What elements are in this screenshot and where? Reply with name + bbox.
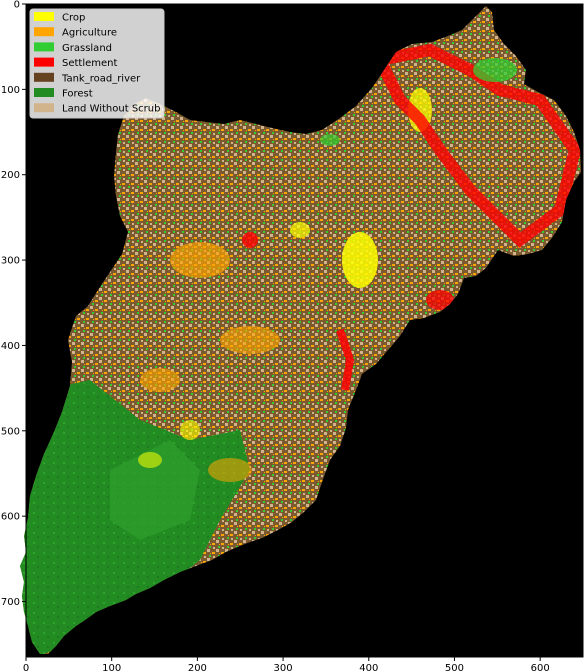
legend-label: Agriculture bbox=[62, 28, 117, 39]
x-tick-label: 400 bbox=[359, 663, 378, 671]
legend-label: Land Without Scrub bbox=[62, 104, 160, 115]
y-tick-label: 300 bbox=[1, 256, 20, 267]
legend-swatch bbox=[34, 72, 54, 82]
x-tick-label: 500 bbox=[445, 663, 464, 671]
legend-label: Crop bbox=[62, 13, 85, 24]
legend-label: Tank_road_river bbox=[61, 73, 141, 84]
legend-box bbox=[29, 8, 165, 119]
y-tick-label: 400 bbox=[1, 341, 20, 352]
plot-frame bbox=[25, 3, 584, 658]
x-tick-label: 300 bbox=[274, 663, 293, 671]
y-tick-label: 500 bbox=[1, 426, 20, 437]
legend-swatch bbox=[34, 12, 54, 21]
legend-swatch bbox=[34, 42, 54, 52]
y-tick-label: 600 bbox=[1, 512, 20, 523]
y-tick-label: 200 bbox=[1, 170, 20, 181]
legend-swatch bbox=[34, 88, 54, 97]
legend-swatch bbox=[34, 57, 54, 67]
y-axis-ticks: 0 100 200 300 400 500 600 700 bbox=[1, 0, 26, 608]
x-axis-ticks: 0 100 200 300 400 500 600 bbox=[23, 657, 550, 671]
legend-label: Forest bbox=[62, 89, 93, 100]
legend-swatch bbox=[34, 103, 54, 113]
y-tick-label: 0 bbox=[14, 0, 20, 11]
x-tick-label: 100 bbox=[102, 663, 121, 671]
x-tick-label: 0 bbox=[23, 663, 29, 671]
y-tick-label: 700 bbox=[1, 597, 20, 608]
x-tick-label: 600 bbox=[531, 663, 550, 671]
legend-swatch bbox=[34, 27, 54, 37]
y-tick-label: 100 bbox=[1, 85, 20, 96]
x-tick-label: 200 bbox=[188, 663, 207, 671]
legend: Crop Agriculture Grassland Settlement Tank_r… bbox=[29, 8, 165, 119]
legend-label: Settlement bbox=[62, 58, 118, 69]
legend-label: Grassland bbox=[62, 43, 112, 54]
